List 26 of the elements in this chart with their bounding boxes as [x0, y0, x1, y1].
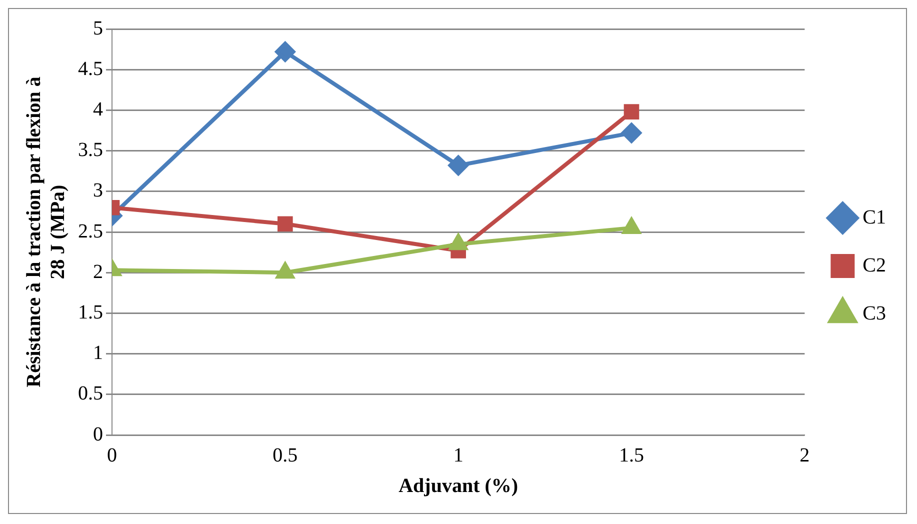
y-tick-label: 1.5 [78, 301, 103, 324]
y-tick-label: 5 [93, 17, 103, 40]
x-axis-title: Adjuvant (%) [398, 475, 518, 498]
y-tick-label: 0 [93, 423, 103, 446]
y-tick-label: 2 [93, 260, 103, 283]
point [621, 122, 642, 143]
y-tick-label: 3.5 [78, 139, 103, 162]
x-tick-label: 0 [107, 444, 117, 466]
y-tick-label: 1 [93, 342, 103, 364]
point [448, 155, 468, 176]
y-tick-label: 4 [93, 98, 103, 120]
point [622, 218, 640, 234]
x-tick-label: 0.5 [272, 444, 298, 466]
x-tick-label: 2 [800, 444, 810, 466]
point [624, 104, 640, 120]
x-tick-label: 1.5 [618, 444, 644, 466]
y-tick-label: 2.5 [78, 220, 103, 242]
x-tick-label: 1 [453, 444, 464, 466]
legend-label: C3 [862, 302, 886, 324]
point [449, 234, 468, 250]
legend-label: C2 [862, 254, 886, 276]
legend-label: C1 [862, 206, 886, 228]
y-tick-label: 0.5 [78, 382, 103, 405]
y-tick-label: 4.5 [78, 58, 103, 80]
y-axis-title: Résistance à la traction par flexion à 28 J (MPa) [23, 76, 70, 388]
y-tick-label: 3 [93, 180, 103, 202]
